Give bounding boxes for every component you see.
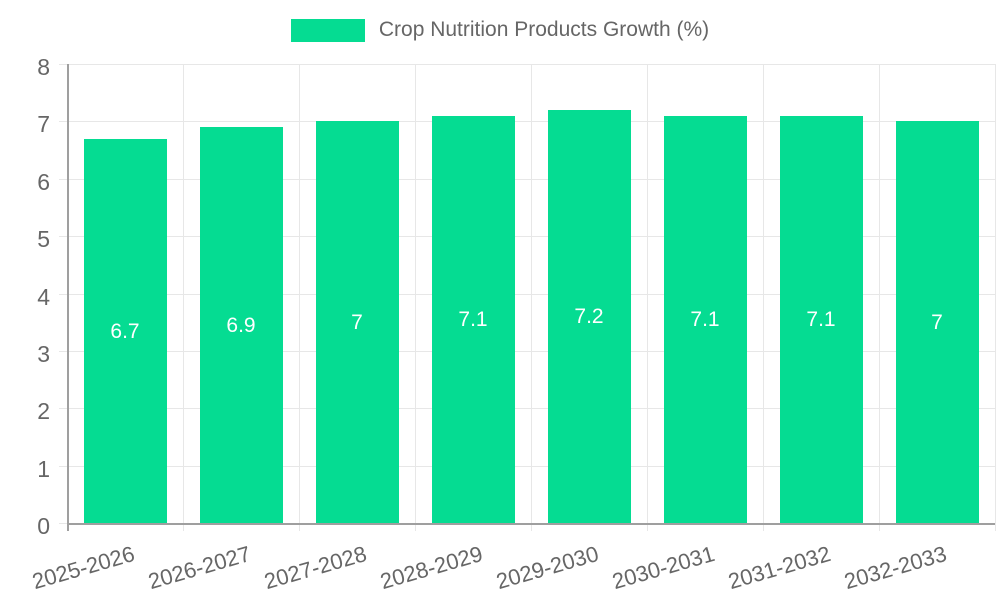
bar-2031-2032[interactable] bbox=[779, 115, 863, 523]
y-axis-tick bbox=[59, 64, 67, 65]
x-axis-tick bbox=[183, 523, 184, 531]
bar-2025-2026[interactable] bbox=[83, 138, 167, 523]
y-axis-tick bbox=[59, 523, 67, 524]
y-axis-tick-label: 6 bbox=[37, 168, 50, 195]
y-axis-tick-label: 2 bbox=[37, 398, 50, 425]
x-axis-tick bbox=[995, 523, 996, 531]
y-axis-tick-label: 5 bbox=[37, 226, 50, 253]
gridline-vertical bbox=[415, 64, 416, 523]
y-axis-line bbox=[67, 64, 69, 531]
gridline-vertical bbox=[763, 64, 764, 523]
legend-label: Crop Nutrition Products Growth (%) bbox=[378, 18, 710, 41]
bar-value-label: 7.1 bbox=[690, 308, 720, 332]
gridline-vertical bbox=[879, 64, 880, 523]
bar-value-label: 7 bbox=[351, 311, 363, 335]
gridline-vertical bbox=[647, 64, 648, 523]
y-axis-tick bbox=[59, 236, 67, 238]
x-axis-tick bbox=[415, 523, 416, 531]
bar-value-label: 7.1 bbox=[806, 308, 836, 332]
y-axis-tick bbox=[59, 293, 67, 295]
x-axis-tick bbox=[531, 523, 532, 531]
bar-2030-2031[interactable] bbox=[663, 115, 747, 523]
y-axis-tick bbox=[59, 465, 67, 467]
gridline-vertical bbox=[183, 64, 184, 523]
bar-value-label: 7.2 bbox=[574, 305, 604, 329]
x-axis-tick bbox=[763, 523, 764, 531]
legend-swatch bbox=[290, 18, 365, 42]
y-axis-tick bbox=[59, 350, 67, 352]
y-axis-tick-label: 7 bbox=[37, 111, 50, 138]
bar-value-label: 7.1 bbox=[458, 308, 488, 332]
bar-value-label: 7 bbox=[931, 311, 943, 335]
bar-value-label: 6.9 bbox=[226, 314, 256, 338]
bar-2032-2033[interactable] bbox=[895, 121, 979, 523]
bar-value-label: 6.7 bbox=[110, 319, 140, 343]
bar-2028-2029[interactable] bbox=[431, 115, 515, 523]
bar-2029-2030[interactable] bbox=[547, 109, 631, 523]
chart-legend: Crop Nutrition Products Growth (%) bbox=[0, 18, 1000, 42]
gridline-vertical bbox=[299, 64, 300, 523]
gridline-vertical bbox=[531, 64, 532, 523]
y-axis-tick bbox=[59, 408, 67, 410]
legend-item[interactable]: Crop Nutrition Products Growth (%) bbox=[290, 18, 710, 42]
y-axis-tick-label: 1 bbox=[37, 455, 50, 482]
x-axis-tick bbox=[299, 523, 300, 531]
y-axis-tick-label: 8 bbox=[37, 54, 50, 80]
y-axis-tick-label: 0 bbox=[37, 513, 50, 539]
y-axis-tick-label: 3 bbox=[37, 340, 50, 367]
y-axis-tick bbox=[59, 178, 67, 180]
x-axis-tick bbox=[879, 523, 880, 531]
bar-2026-2027[interactable] bbox=[199, 127, 283, 523]
gridline-vertical bbox=[995, 64, 996, 523]
x-axis-line bbox=[67, 523, 995, 525]
bar-2027-2028[interactable] bbox=[315, 121, 399, 523]
y-axis-tick-label: 4 bbox=[37, 283, 50, 310]
x-axis-tick bbox=[647, 523, 648, 531]
y-axis-tick bbox=[59, 121, 67, 123]
